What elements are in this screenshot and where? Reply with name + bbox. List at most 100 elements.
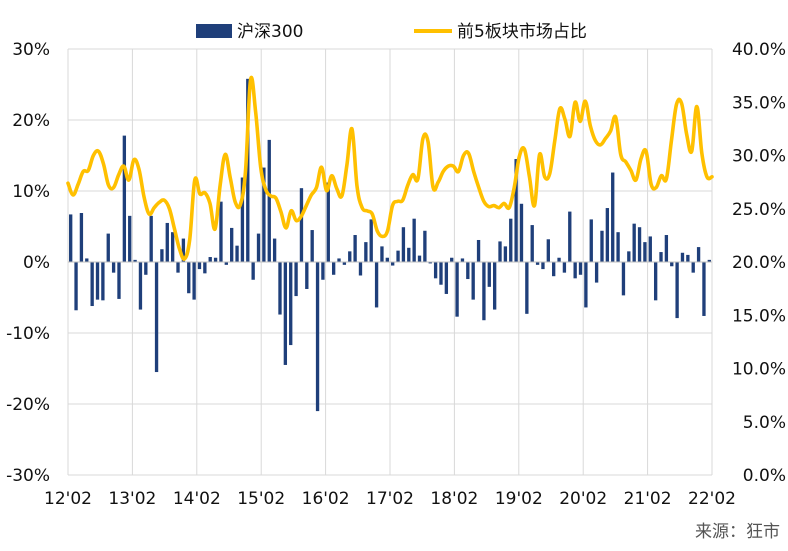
bar-hs300 (246, 78, 250, 262)
bar-hs300 (407, 247, 411, 262)
bar-hs300 (369, 219, 373, 262)
bar-hs300 (686, 254, 690, 262)
bar-hs300 (283, 262, 288, 365)
bar-hs300 (600, 230, 604, 262)
bar-hs300 (653, 262, 658, 301)
bar-hs300 (503, 246, 508, 262)
y-left-tick-label: 0% (23, 253, 50, 273)
x-tick-label: 14'02 (173, 489, 221, 509)
bar-hs300 (208, 257, 212, 262)
bar-hs300 (85, 258, 89, 262)
bar-hs300 (364, 242, 368, 262)
bar-hs300 (535, 262, 540, 265)
bar-hs300 (707, 259, 711, 262)
line-series-top5-share (66, 75, 714, 261)
bar-hs300 (133, 259, 137, 262)
y-left-tick-label: 30% (12, 40, 50, 60)
bar-hs300 (358, 262, 363, 276)
x-tick-label: 12'02 (44, 489, 92, 509)
bar-hs300 (589, 219, 593, 262)
bar-hs300 (154, 262, 159, 373)
y-left-tick-label: 20% (12, 111, 50, 131)
bar-hs300 (621, 262, 626, 296)
bar-hs300 (584, 262, 588, 308)
bar-hs300 (455, 262, 459, 317)
bar-hs300 (289, 262, 293, 346)
y-right-tick-label: 0.0% (743, 466, 786, 486)
bar-hs300 (391, 262, 395, 266)
y-right-tick-label: 40.0% (732, 40, 786, 60)
bar-hs300 (353, 235, 357, 262)
bar-hs300 (664, 235, 669, 262)
bar-hs300 (213, 257, 218, 262)
axes: -30% -20% -10% 0% 10% 20% 30% 0.0% 5.0% 10.0% 15.0… (6, 40, 786, 509)
x-tick-label: 22'02 (688, 489, 736, 509)
bar-hs300 (450, 257, 454, 262)
bar-hs300 (680, 252, 685, 262)
bar-hs300 (294, 262, 298, 297)
x-tick-label: 20'02 (559, 489, 607, 509)
bar-hs300 (305, 262, 309, 289)
bar-hs300 (187, 262, 191, 294)
legend-label-top5-share: 前5板块市场占比 (457, 22, 587, 42)
bar-hs300 (176, 262, 180, 273)
bar-hs300 (466, 262, 470, 280)
bar-hs300 (627, 251, 631, 262)
bar-hs300 (433, 262, 438, 279)
bar-hs300 (149, 215, 153, 262)
bar-hs300 (519, 203, 524, 262)
bar-hs300 (321, 262, 325, 280)
bar-hs300 (272, 238, 277, 262)
bar-hs300 (594, 262, 599, 283)
bar-hs300 (471, 262, 475, 300)
bar-hs300 (578, 262, 583, 275)
bar-hs300 (74, 262, 78, 311)
bar-hs300 (138, 262, 143, 310)
bar-hs300 (337, 258, 341, 262)
bar-hs300 (192, 262, 196, 300)
bar-hs300 (428, 262, 432, 264)
bar-hs300 (482, 262, 486, 321)
bar-hs300 (374, 262, 379, 308)
x-tick-label: 17'02 (366, 489, 414, 509)
bar-hs300 (380, 246, 384, 262)
bar-hs300 (492, 262, 497, 310)
bar-series-hs300 (69, 78, 711, 412)
bar-hs300 (616, 232, 620, 262)
bar-hs300 (439, 262, 443, 285)
bar-hs300 (181, 238, 186, 262)
y-right-tick-label: 35.0% (732, 93, 786, 113)
bar-hs300 (256, 233, 261, 262)
bar-hs300 (219, 201, 223, 262)
y-left-tick-label: -10% (6, 324, 50, 344)
bar-hs300 (460, 258, 465, 262)
bar-hs300 (444, 262, 449, 294)
bar-hs300 (348, 251, 352, 262)
bar-hs300 (412, 218, 416, 262)
bar-hs300 (385, 257, 389, 262)
bar-hs300 (659, 252, 663, 262)
x-tick-label: 15'02 (237, 489, 285, 509)
y-right-tick-label: 5.0% (743, 413, 786, 433)
bar-hs300 (573, 262, 577, 279)
bar-hs300 (331, 262, 336, 275)
bar-hs300 (95, 262, 100, 300)
bar-hs300 (122, 135, 127, 262)
legend-label-hs300: 沪深300 (237, 22, 303, 42)
bar-hs300 (670, 262, 674, 267)
bar-hs300 (396, 250, 400, 262)
bar-hs300 (224, 262, 228, 265)
bar-hs300 (498, 241, 502, 262)
bar-hs300 (69, 214, 73, 262)
bar-hs300 (111, 262, 116, 273)
bar-hs300 (144, 262, 148, 275)
bar-hs300 (79, 213, 84, 262)
y-right-tick-label: 20.0% (732, 253, 786, 273)
bar-hs300 (235, 245, 239, 262)
source-note: 来源：狂市 (695, 522, 780, 542)
bar-hs300 (562, 262, 567, 273)
bar-hs300 (401, 227, 406, 262)
bar-hs300 (230, 227, 234, 262)
